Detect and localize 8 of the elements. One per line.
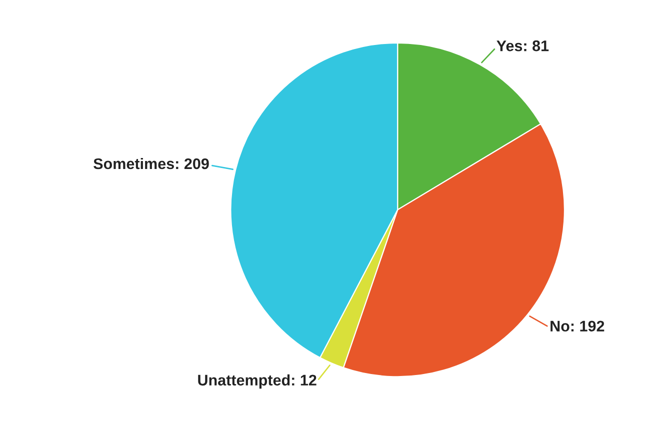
slice-label: Sometimes [94, 158, 174, 170]
data-label: : 81 [524, 40, 549, 52]
slice-label: Unattempted [198, 374, 290, 389]
data-label: : 12 [292, 374, 316, 386]
slice-label: No [550, 320, 570, 332]
data-label: : 192 [571, 320, 604, 332]
slice-label: Yes [496, 40, 522, 52]
data-label: : 209 [176, 158, 209, 170]
